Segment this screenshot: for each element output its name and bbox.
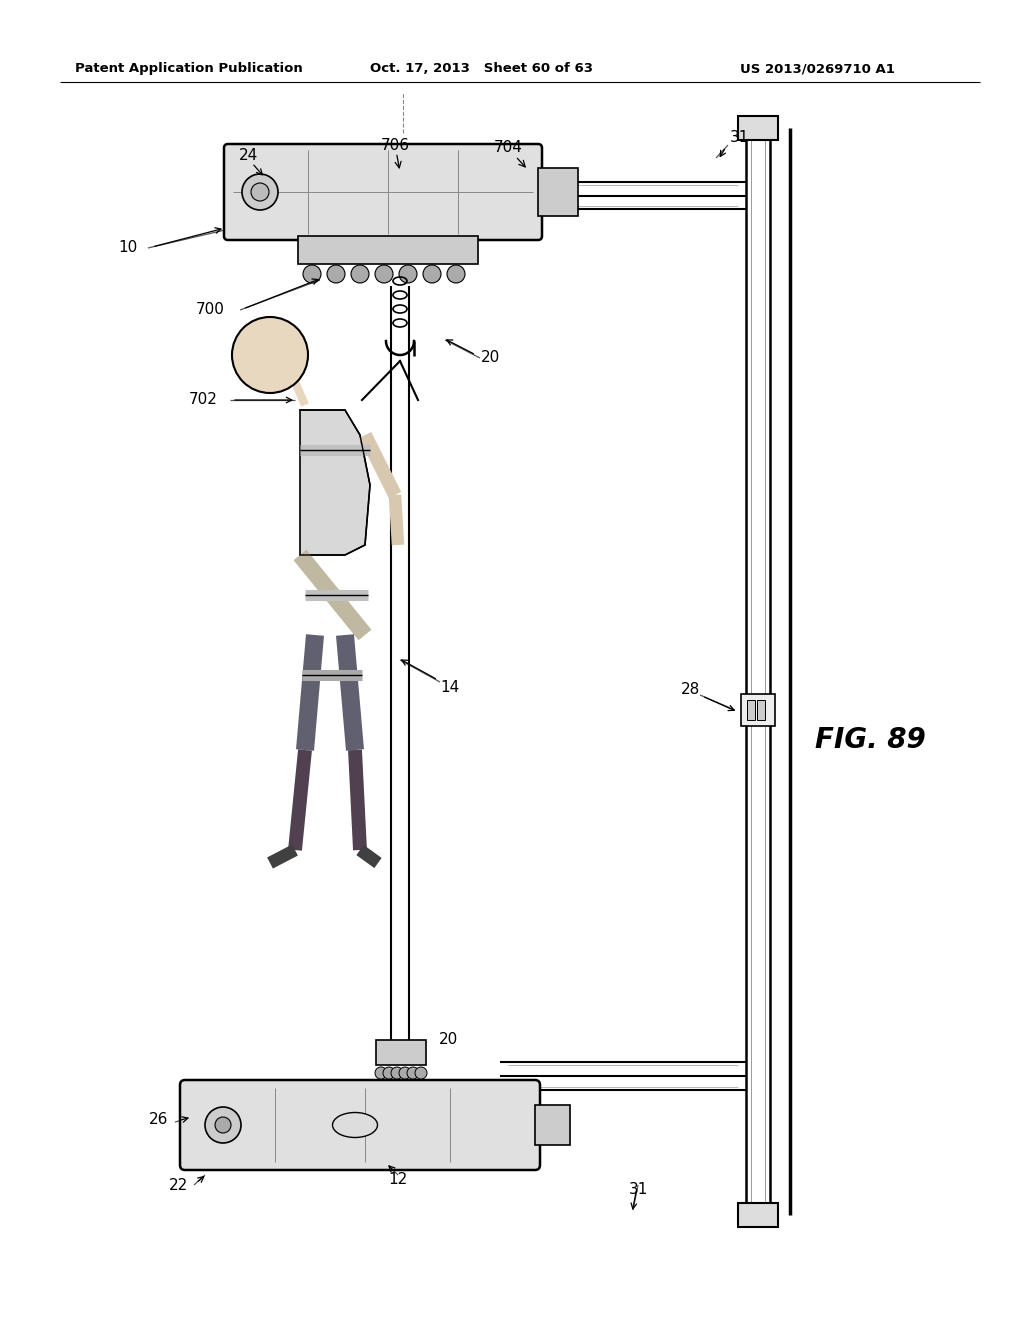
Circle shape <box>407 1067 419 1078</box>
FancyBboxPatch shape <box>180 1080 540 1170</box>
Bar <box>741 694 775 726</box>
Text: 28: 28 <box>680 682 699 697</box>
Text: 31: 31 <box>629 1183 648 1197</box>
Text: 24: 24 <box>239 148 258 162</box>
Bar <box>738 116 778 140</box>
Text: Patent Application Publication: Patent Application Publication <box>75 62 303 75</box>
Circle shape <box>232 317 308 393</box>
Circle shape <box>415 1067 427 1078</box>
Circle shape <box>215 1117 231 1133</box>
Circle shape <box>351 265 369 282</box>
Ellipse shape <box>333 1113 378 1138</box>
Text: 14: 14 <box>440 681 460 696</box>
Circle shape <box>383 1067 395 1078</box>
Circle shape <box>242 174 278 210</box>
Circle shape <box>399 265 417 282</box>
Circle shape <box>375 265 393 282</box>
Bar <box>757 700 765 719</box>
Text: 12: 12 <box>388 1172 408 1188</box>
Bar <box>298 236 478 264</box>
Text: 31: 31 <box>730 131 750 145</box>
Text: 702: 702 <box>189 392 218 408</box>
Text: 20: 20 <box>438 1032 458 1048</box>
Bar <box>738 1203 778 1228</box>
Circle shape <box>391 1067 403 1078</box>
Circle shape <box>447 265 465 282</box>
Text: 706: 706 <box>381 137 410 168</box>
Circle shape <box>399 1067 411 1078</box>
Text: 10: 10 <box>119 240 138 256</box>
Text: 704: 704 <box>494 140 525 166</box>
Circle shape <box>423 265 441 282</box>
Text: FIG. 89: FIG. 89 <box>815 726 926 754</box>
Polygon shape <box>300 411 370 554</box>
Text: 22: 22 <box>169 1177 188 1192</box>
Text: 20: 20 <box>480 351 500 366</box>
Text: US 2013/0269710 A1: US 2013/0269710 A1 <box>740 62 895 75</box>
Circle shape <box>327 265 345 282</box>
Text: 700: 700 <box>197 302 225 318</box>
Bar <box>746 700 755 719</box>
Circle shape <box>375 1067 387 1078</box>
Text: 26: 26 <box>148 1113 168 1127</box>
Bar <box>376 1040 426 1065</box>
Circle shape <box>251 183 269 201</box>
Bar <box>535 1105 570 1144</box>
Circle shape <box>303 265 321 282</box>
Text: Oct. 17, 2013   Sheet 60 of 63: Oct. 17, 2013 Sheet 60 of 63 <box>370 62 593 75</box>
Bar <box>538 168 578 216</box>
FancyBboxPatch shape <box>224 144 542 240</box>
Circle shape <box>205 1107 241 1143</box>
